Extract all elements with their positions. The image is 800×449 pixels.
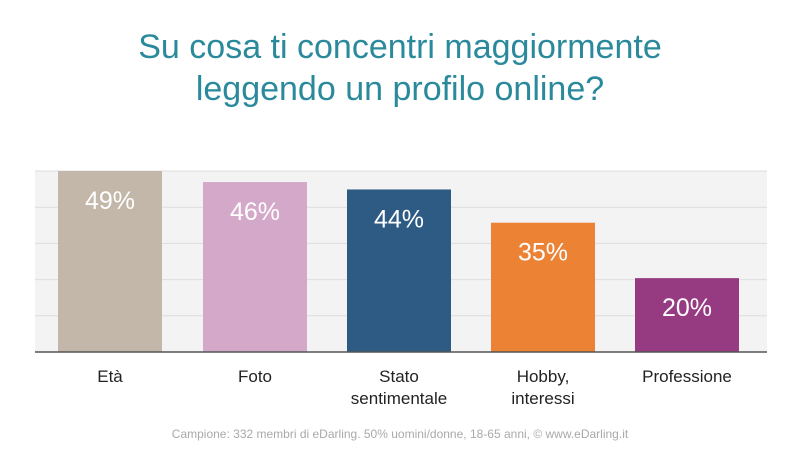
bar — [58, 171, 162, 352]
category-label: interessi — [511, 389, 574, 408]
bar — [347, 189, 451, 352]
chart-footnote: Campione: 332 membri di eDarling. 50% uo… — [171, 427, 629, 441]
bar-value-label: 46% — [230, 198, 280, 226]
bar-value-label: 44% — [374, 205, 424, 233]
bar-value-label: 35% — [518, 239, 568, 267]
chart-title: Su cosa ti concentri maggiormente leggen… — [0, 26, 800, 110]
category-label: Foto — [238, 367, 272, 386]
bar — [491, 222, 595, 352]
chart-title-line-1: Su cosa ti concentri maggiormente — [138, 28, 662, 66]
category-label: sentimentale — [351, 389, 447, 408]
bar — [635, 278, 739, 352]
category-label: Età — [97, 367, 123, 386]
bar-value-label: 20% — [662, 294, 712, 322]
bar-value-label: 49% — [85, 187, 135, 215]
category-label: Professione — [642, 367, 732, 386]
bar — [203, 182, 307, 352]
category-label: Stato — [379, 367, 419, 386]
category-label: Hobby, — [517, 367, 570, 386]
chart-title-line-2: leggendo un profilo online? — [195, 70, 605, 108]
